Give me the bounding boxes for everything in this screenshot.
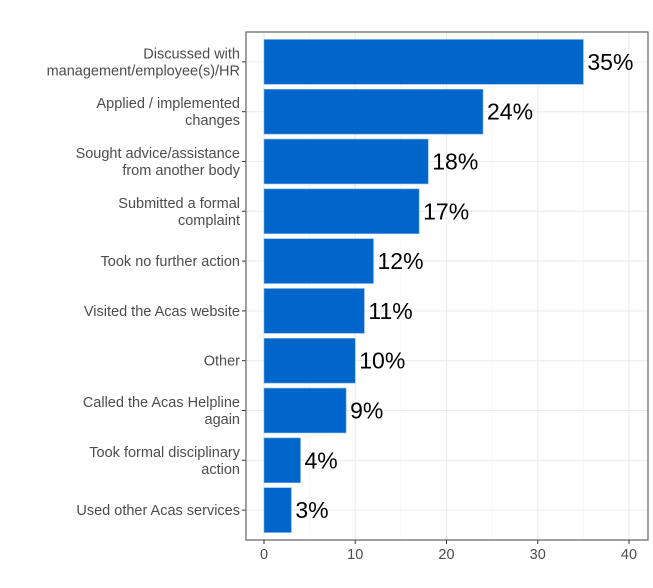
- x-tick-label: 0: [260, 547, 268, 563]
- category-label-line: from another body: [122, 163, 240, 179]
- data-label: 12%: [378, 248, 424, 274]
- x-tick-label: 30: [530, 547, 546, 563]
- data-label: 3%: [295, 497, 328, 523]
- bar: [263, 88, 484, 135]
- data-label: 4%: [305, 447, 338, 473]
- category-label-line: Took formal disciplinary: [89, 445, 240, 461]
- category-label-line: action: [201, 462, 240, 478]
- category-label-line: management/employee(s)/HR: [47, 63, 240, 79]
- bar: [263, 188, 420, 235]
- bar: [263, 238, 374, 284]
- x-tick-label: 20: [438, 547, 454, 563]
- category-label-line: Other: [204, 354, 240, 370]
- category-label-line: Took no further action: [101, 254, 240, 270]
- category-label: Other: [204, 354, 240, 370]
- data-label: 17%: [423, 198, 469, 224]
- data-label: 11%: [368, 298, 412, 324]
- data-label: 10%: [359, 348, 405, 374]
- bar: [263, 337, 356, 384]
- bar: [263, 437, 301, 484]
- bar: [263, 39, 584, 85]
- data-label: 35%: [587, 49, 633, 75]
- category-label-line: changes: [185, 113, 240, 129]
- category-label-line: Discussed with: [143, 46, 240, 62]
- category-label-line: Visited the Acas website: [84, 304, 240, 320]
- x-tick-label: 40: [621, 547, 637, 563]
- bar: [263, 387, 347, 434]
- bar: [263, 288, 365, 334]
- category-label-line: Used other Acas services: [76, 503, 240, 519]
- category-label-line: complaint: [178, 213, 240, 229]
- bar: [263, 138, 429, 185]
- category-label-line: Called the Acas Helpline: [83, 395, 240, 411]
- category-label-line: Applied / implemented: [97, 96, 240, 112]
- category-label-line: Sought advice/assistance: [76, 146, 240, 162]
- category-label-line: Submitted a formal: [118, 196, 240, 212]
- x-tick-label: 10: [347, 547, 363, 563]
- data-label: 18%: [432, 148, 478, 174]
- category-label-line: again: [205, 412, 240, 428]
- category-label: Visited the Acas website: [84, 304, 240, 320]
- data-label: 24%: [487, 99, 533, 125]
- category-label: Took no further action: [101, 254, 240, 270]
- data-label: 9%: [350, 398, 383, 424]
- bar: [263, 487, 292, 533]
- category-label: Used other Acas services: [76, 503, 240, 519]
